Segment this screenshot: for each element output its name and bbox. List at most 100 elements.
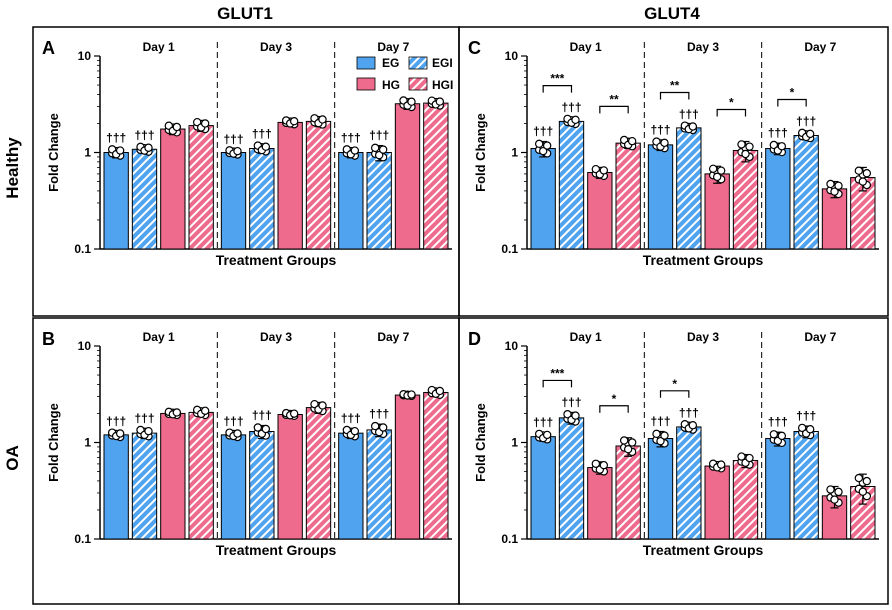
panel-d: D 0.1 1 10 Fold Change Treatment Groups Day 1 †… <box>458 317 889 605</box>
panel-letter: D <box>468 329 481 349</box>
bar-eg <box>765 438 791 540</box>
bar-hg <box>587 172 613 250</box>
data-point <box>144 143 153 152</box>
day-label: Day 7 <box>377 40 409 54</box>
data-point <box>172 408 182 417</box>
data-point <box>538 146 548 156</box>
dagger-label: ††† <box>106 415 126 429</box>
data-point <box>830 187 839 196</box>
data-point <box>652 429 661 439</box>
legend-swatch-hgi <box>408 77 428 91</box>
bar-hg <box>394 394 421 540</box>
bar-egi <box>676 127 702 250</box>
data-point <box>407 390 416 399</box>
y-tick-label: 10 <box>505 49 519 63</box>
data-point <box>115 146 125 155</box>
data-point <box>542 141 552 150</box>
significance-label: *** <box>550 72 564 86</box>
row1-title: Healthy <box>3 137 22 199</box>
bar-hgi <box>615 445 641 540</box>
data-point <box>623 445 633 454</box>
data-point <box>200 406 210 416</box>
bar-eg <box>338 152 364 250</box>
bar-egi <box>676 426 702 540</box>
day-label: Day 7 <box>377 330 409 344</box>
bar-eg <box>220 152 247 250</box>
day-label: Day 1 <box>143 330 175 344</box>
y-axis-label: Fold Change <box>46 403 61 482</box>
data-point <box>289 409 299 418</box>
panel-border <box>458 317 889 605</box>
data-point <box>534 139 544 149</box>
significance-label: * <box>672 377 677 391</box>
data-point <box>370 143 380 153</box>
data-point <box>627 438 637 447</box>
data-point <box>805 129 815 139</box>
data-point <box>619 436 629 445</box>
bar-hg <box>277 414 303 540</box>
data-point <box>830 495 839 504</box>
day-label: Day 7 <box>804 40 836 54</box>
bar-hg <box>704 465 730 540</box>
significance-label: * <box>612 392 617 406</box>
dagger-label: ††† <box>134 411 154 425</box>
col1-title: GLUT1 <box>217 4 273 23</box>
data-point <box>542 430 552 440</box>
row2-title: OA <box>3 445 22 471</box>
data-point <box>737 452 746 461</box>
legend-swatch-hg <box>356 77 376 91</box>
data-point <box>745 142 754 151</box>
y-tick-label: 10 <box>505 339 519 353</box>
bar-hg <box>277 121 303 250</box>
bar-hgi <box>615 142 641 250</box>
data-point <box>627 136 637 146</box>
dagger-label: ††† <box>369 129 389 143</box>
data-point <box>797 423 807 433</box>
bar-eg <box>530 148 556 250</box>
dagger-label: ††† <box>533 415 553 429</box>
y-axis-label: Fold Change <box>473 113 488 192</box>
data-point <box>826 179 835 189</box>
data-point <box>769 430 779 439</box>
significance-bracket <box>777 98 807 107</box>
significance-bracket <box>659 390 690 398</box>
bar-hgi <box>305 407 332 540</box>
data-point <box>370 421 380 431</box>
data-point <box>688 421 698 430</box>
data-point <box>805 425 815 434</box>
significance-label: * <box>790 86 795 100</box>
data-point <box>716 460 726 469</box>
data-point <box>769 140 779 150</box>
data-point <box>858 487 868 496</box>
panel-letter: A <box>42 38 55 58</box>
y-tick-label: 0.1 <box>501 532 518 546</box>
x-axis-label: Treatment Groups <box>643 542 764 558</box>
data-point <box>378 145 388 154</box>
y-tick-label: 0.1 <box>501 242 518 256</box>
bar-hgi <box>188 125 214 250</box>
bar-eg <box>530 436 556 540</box>
data-point <box>741 149 750 159</box>
data-point <box>660 431 669 440</box>
data-point <box>261 142 271 151</box>
bar-eg <box>220 434 247 540</box>
legend: EG EGI HG HGI <box>356 56 453 92</box>
data-point <box>716 166 726 175</box>
dagger-label: ††† <box>768 126 788 140</box>
day-label: Day 3 <box>260 330 292 344</box>
bar-eg <box>765 148 791 250</box>
data-point <box>115 429 125 438</box>
col2-title: GLUT4 <box>644 4 700 23</box>
data-point <box>854 473 864 483</box>
significance-label: * <box>729 96 734 110</box>
dagger-label: ††† <box>796 409 816 423</box>
data-point <box>233 146 242 156</box>
dagger-label: ††† <box>252 409 272 423</box>
data-point <box>253 423 263 432</box>
panel-border <box>458 26 889 317</box>
significance-bracket <box>659 91 690 100</box>
x-axis-label: Treatment Groups <box>643 252 764 268</box>
dagger-label: ††† <box>252 127 272 141</box>
bar-egi <box>249 148 275 250</box>
